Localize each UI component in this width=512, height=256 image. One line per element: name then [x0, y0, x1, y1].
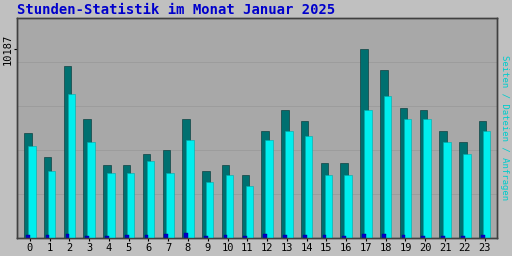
Bar [461, 236, 465, 238]
Bar [103, 165, 111, 256]
Bar [301, 121, 308, 256]
Bar [343, 236, 346, 238]
Bar [242, 175, 249, 256]
Bar [345, 175, 352, 256]
Bar [441, 236, 445, 238]
Bar [146, 161, 154, 256]
Bar [463, 154, 471, 256]
Bar [44, 157, 51, 256]
Bar [382, 234, 386, 238]
Bar [403, 119, 411, 256]
Bar [380, 70, 388, 256]
Y-axis label: Seiten / Dateien / Anfragen: Seiten / Dateien / Anfragen [500, 55, 509, 200]
Bar [483, 131, 490, 256]
Bar [244, 236, 247, 238]
Bar [222, 165, 229, 256]
Bar [143, 154, 150, 256]
Bar [83, 119, 91, 256]
Bar [202, 171, 209, 256]
Bar [281, 110, 289, 256]
Bar [421, 236, 425, 238]
Bar [323, 235, 326, 238]
Bar [26, 235, 30, 238]
Bar [226, 175, 233, 256]
Bar [166, 173, 174, 256]
Bar [182, 119, 190, 256]
Bar [479, 121, 486, 256]
Bar [164, 234, 168, 238]
Bar [224, 235, 227, 238]
Bar [303, 235, 307, 238]
Bar [263, 234, 267, 238]
Bar [107, 173, 115, 256]
Bar [125, 235, 129, 238]
Bar [63, 66, 71, 256]
Bar [162, 150, 170, 256]
Bar [261, 131, 269, 256]
Bar [423, 119, 431, 256]
Bar [325, 175, 332, 256]
Bar [127, 173, 134, 256]
Bar [206, 182, 214, 256]
Bar [66, 234, 69, 238]
Bar [400, 108, 408, 256]
Bar [68, 94, 75, 256]
Bar [443, 142, 451, 256]
Bar [481, 235, 484, 238]
Bar [305, 136, 312, 256]
Bar [88, 142, 95, 256]
Bar [285, 131, 292, 256]
Bar [46, 235, 50, 238]
Bar [48, 171, 55, 256]
Bar [186, 140, 194, 256]
Bar [364, 110, 372, 256]
Bar [28, 146, 35, 256]
Bar [105, 236, 109, 238]
Bar [384, 96, 392, 256]
Bar [419, 110, 427, 256]
Bar [246, 186, 253, 256]
Bar [123, 165, 131, 256]
Bar [144, 235, 148, 238]
Bar [86, 236, 89, 238]
Bar [439, 131, 447, 256]
Bar [265, 140, 273, 256]
Bar [321, 163, 328, 256]
Text: Stunden-Statistik im Monat Januar 2025: Stunden-Statistik im Monat Januar 2025 [17, 3, 335, 17]
Bar [360, 49, 368, 256]
Bar [362, 234, 366, 238]
Bar [459, 142, 466, 256]
Bar [402, 235, 406, 238]
Bar [184, 233, 188, 238]
Bar [204, 236, 208, 238]
Bar [340, 163, 348, 256]
Bar [283, 234, 287, 238]
Bar [24, 133, 32, 256]
